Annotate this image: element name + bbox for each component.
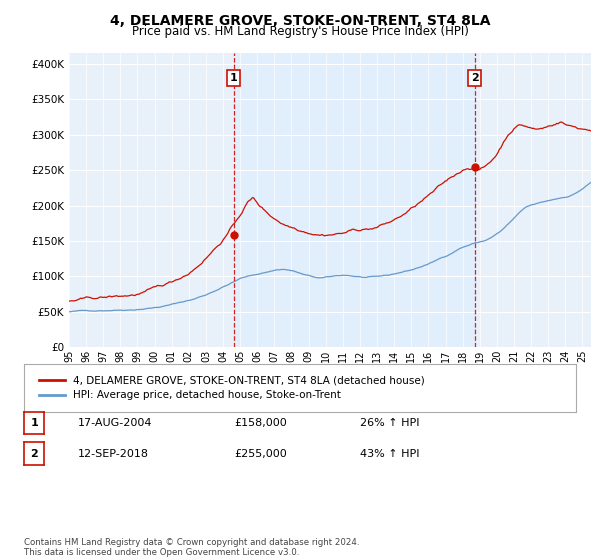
Text: 17-AUG-2004: 17-AUG-2004 xyxy=(78,418,152,428)
Text: 2: 2 xyxy=(31,449,38,459)
Text: £158,000: £158,000 xyxy=(234,418,287,428)
Text: Contains HM Land Registry data © Crown copyright and database right 2024.
This d: Contains HM Land Registry data © Crown c… xyxy=(24,538,359,557)
Text: 26% ↑ HPI: 26% ↑ HPI xyxy=(360,418,419,428)
Text: 1: 1 xyxy=(31,418,38,428)
Text: Price paid vs. HM Land Registry's House Price Index (HPI): Price paid vs. HM Land Registry's House … xyxy=(131,25,469,38)
Text: 43% ↑ HPI: 43% ↑ HPI xyxy=(360,449,419,459)
Text: £255,000: £255,000 xyxy=(234,449,287,459)
Legend: 4, DELAMERE GROVE, STOKE-ON-TRENT, ST4 8LA (detached house), HPI: Average price,: 4, DELAMERE GROVE, STOKE-ON-TRENT, ST4 8… xyxy=(35,371,429,404)
Text: 12-SEP-2018: 12-SEP-2018 xyxy=(78,449,149,459)
Text: 1: 1 xyxy=(230,73,238,83)
Text: 4, DELAMERE GROVE, STOKE-ON-TRENT, ST4 8LA: 4, DELAMERE GROVE, STOKE-ON-TRENT, ST4 8… xyxy=(110,14,490,28)
Bar xyxy=(234,53,475,347)
Text: 2: 2 xyxy=(471,73,479,83)
